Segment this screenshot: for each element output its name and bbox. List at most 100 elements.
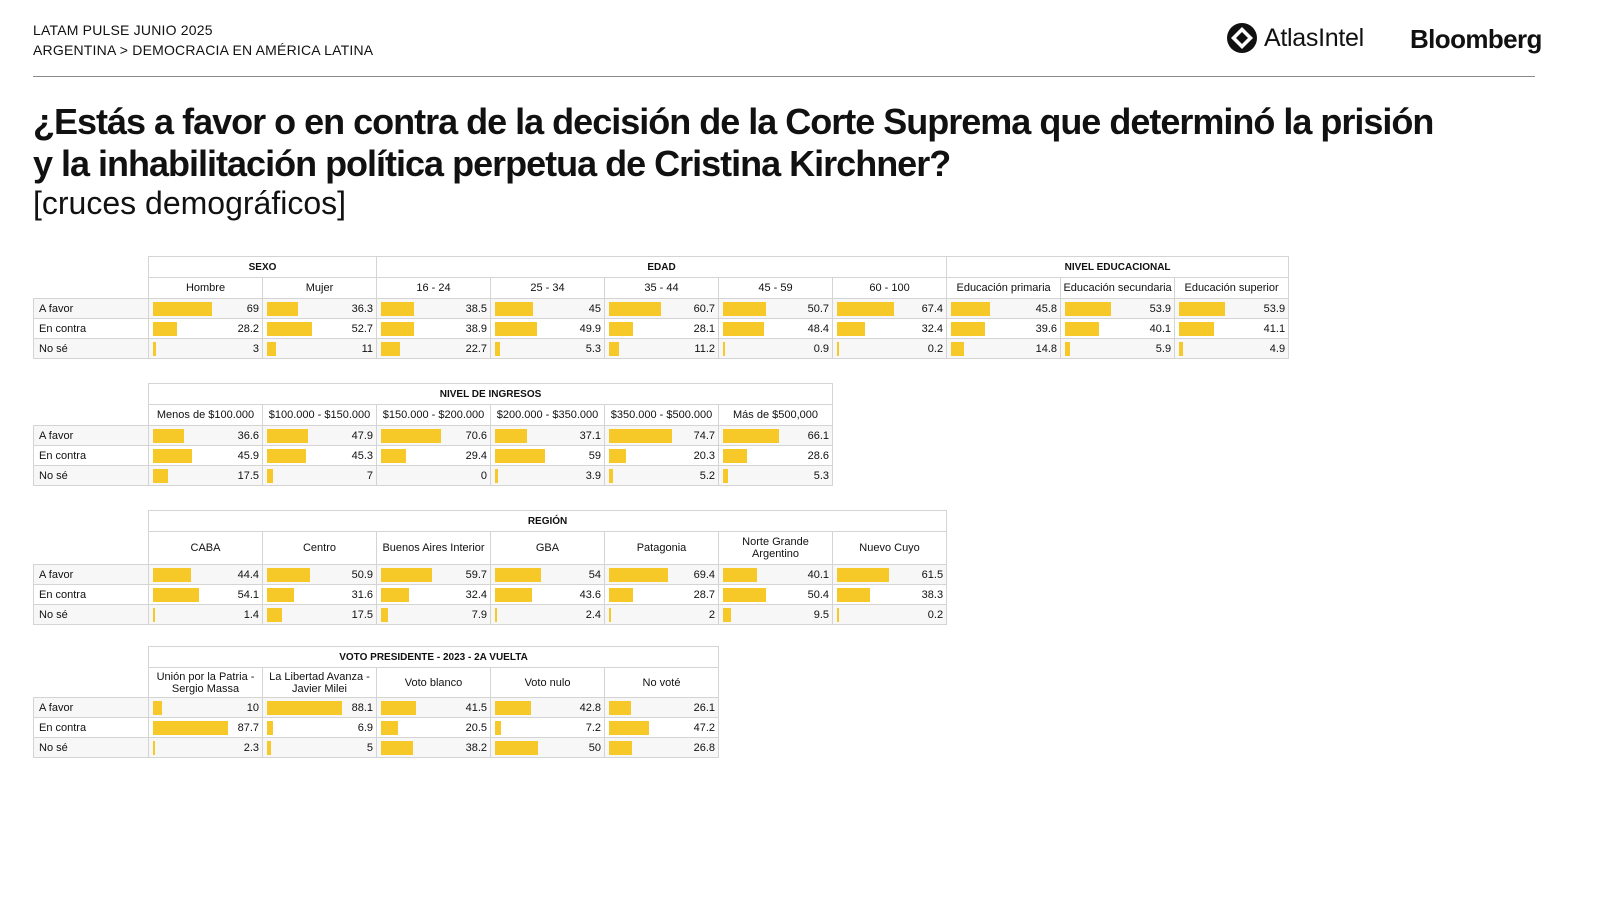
value-cell: 50.7 xyxy=(718,298,834,319)
table-row: No sé 17.5 7 0 3.9 5.2 5.3 xyxy=(33,465,834,486)
data-label: 38.9 xyxy=(465,323,488,335)
data-label: 28.7 xyxy=(693,589,715,601)
data-label: 74.7 xyxy=(693,430,715,442)
data-label: 40.1 xyxy=(1149,323,1172,335)
data-label: 17.5 xyxy=(237,470,259,482)
data-label: 4.9 xyxy=(1269,343,1286,355)
data-label: 5.3 xyxy=(813,470,830,482)
value-cell: 11.2 xyxy=(604,338,720,359)
bar xyxy=(153,588,199,602)
table-row: A favor 69 36.3 38.5 45 60.7 50.7 67.4 45.8 53.9 5… xyxy=(33,298,1290,319)
data-label: 17.5 xyxy=(351,609,373,621)
group-header: SEXO xyxy=(147,256,378,278)
bar xyxy=(1065,342,1071,356)
bar xyxy=(723,322,765,336)
value-cell: 0.2 xyxy=(831,604,948,625)
data-label: 52.7 xyxy=(351,323,374,335)
value-cell: 45.8 xyxy=(946,298,1062,319)
row-label: En contra xyxy=(33,584,149,605)
data-label: 0.9 xyxy=(813,343,830,355)
column-header: Voto blanco xyxy=(376,667,491,698)
value-cell: 69 xyxy=(148,298,263,319)
value-cell: 61.5 xyxy=(831,564,948,585)
value-cell: 74.7 xyxy=(604,425,719,446)
crosstab-table: VOTO PRESIDENTE - 2023 - 2A VUELTA Unión … xyxy=(33,646,720,758)
value-cell: 69.4 xyxy=(604,564,719,585)
value-cell: 53.9 xyxy=(1174,298,1290,319)
bar xyxy=(837,568,890,582)
group-header: EDAD xyxy=(376,256,948,278)
table-row: A favor 36.6 47.9 70.6 37.1 74.7 66.1 xyxy=(33,425,834,446)
data-label: 54.1 xyxy=(237,589,259,601)
value-cell: 5.9 xyxy=(1060,338,1176,359)
value-cell: 39.6 xyxy=(946,318,1062,339)
data-label: 41.1 xyxy=(1263,323,1286,335)
value-cell: 29.4 xyxy=(376,445,491,466)
bar xyxy=(723,608,732,622)
column-header: Mujer xyxy=(261,277,378,299)
bar xyxy=(153,449,192,463)
value-cell: 28.2 xyxy=(148,318,263,339)
value-cell: 41.5 xyxy=(376,697,491,718)
value-cell: 7 xyxy=(262,465,377,486)
table-row: En contra 87.7 6.9 20.5 7.2 47.2 xyxy=(33,717,720,738)
column-header: Educación superior xyxy=(1174,277,1290,299)
value-cell: 47.2 xyxy=(603,717,720,738)
data-label: 0 xyxy=(480,470,487,482)
data-label: 5.9 xyxy=(1155,343,1172,355)
row-label: A favor xyxy=(33,697,149,718)
value-cell: 0.9 xyxy=(718,338,834,359)
data-label: 43.6 xyxy=(579,589,601,601)
data-label: 59.7 xyxy=(465,569,487,581)
data-label: 32.4 xyxy=(921,323,944,335)
value-cell: 10 xyxy=(148,697,263,718)
table-row: A favor 44.4 50.9 59.7 54 69.4 40.1 61.5 xyxy=(33,564,948,585)
value-cell: 0.2 xyxy=(832,338,948,359)
value-cell: 60.7 xyxy=(604,298,720,319)
atlasintel-logo-text: AtlasIntel xyxy=(1264,23,1364,52)
row-label: En contra xyxy=(33,318,149,339)
data-label: 32.4 xyxy=(465,589,487,601)
data-label: 67.4 xyxy=(921,303,944,315)
column-header: Voto nulo xyxy=(490,667,605,698)
data-label: 14.8 xyxy=(1035,343,1058,355)
bar xyxy=(951,322,985,336)
data-label: 66.1 xyxy=(807,430,830,442)
value-cell: 2.4 xyxy=(490,604,605,625)
bar xyxy=(153,469,168,483)
data-label: 69.4 xyxy=(693,569,715,581)
value-cell: 9.5 xyxy=(718,604,833,625)
data-label: 7.2 xyxy=(585,722,601,734)
value-cell: 20.5 xyxy=(376,717,491,738)
row-label: En contra xyxy=(33,717,149,738)
value-cell: 31.6 xyxy=(262,584,377,605)
data-label: 45.9 xyxy=(237,450,259,462)
row-label: En contra xyxy=(33,445,149,466)
bar xyxy=(381,608,388,622)
value-cell: 17.5 xyxy=(262,604,377,625)
data-label: 88.1 xyxy=(351,702,373,714)
data-label: 20.5 xyxy=(465,722,487,734)
value-cell: 42.8 xyxy=(490,697,605,718)
atlasintel-logo-icon xyxy=(1227,23,1257,53)
bloomberg-logo: Bloomberg xyxy=(1410,24,1542,54)
data-label: 39.6 xyxy=(1035,323,1058,335)
bar xyxy=(1179,322,1214,336)
value-cell: 26.1 xyxy=(603,697,720,718)
bar xyxy=(495,322,538,336)
data-label: 26.1 xyxy=(693,702,716,714)
bar xyxy=(381,302,414,316)
bar xyxy=(381,449,406,463)
data-label: 36.6 xyxy=(237,430,259,442)
bar xyxy=(1065,302,1111,316)
data-label: 0.2 xyxy=(927,343,944,355)
data-label: 50.9 xyxy=(351,569,373,581)
header-divider xyxy=(33,76,1535,77)
table-row: En contra 54.1 31.6 32.4 43.6 28.7 50.4 38.3 xyxy=(33,584,948,605)
bar xyxy=(495,741,538,755)
data-label: 54 xyxy=(588,569,601,581)
bar xyxy=(153,568,191,582)
data-label: 5.3 xyxy=(585,343,602,355)
atlasintel-logo: AtlasIntel xyxy=(1226,22,1364,54)
column-header: 60 - 100 xyxy=(832,277,948,299)
